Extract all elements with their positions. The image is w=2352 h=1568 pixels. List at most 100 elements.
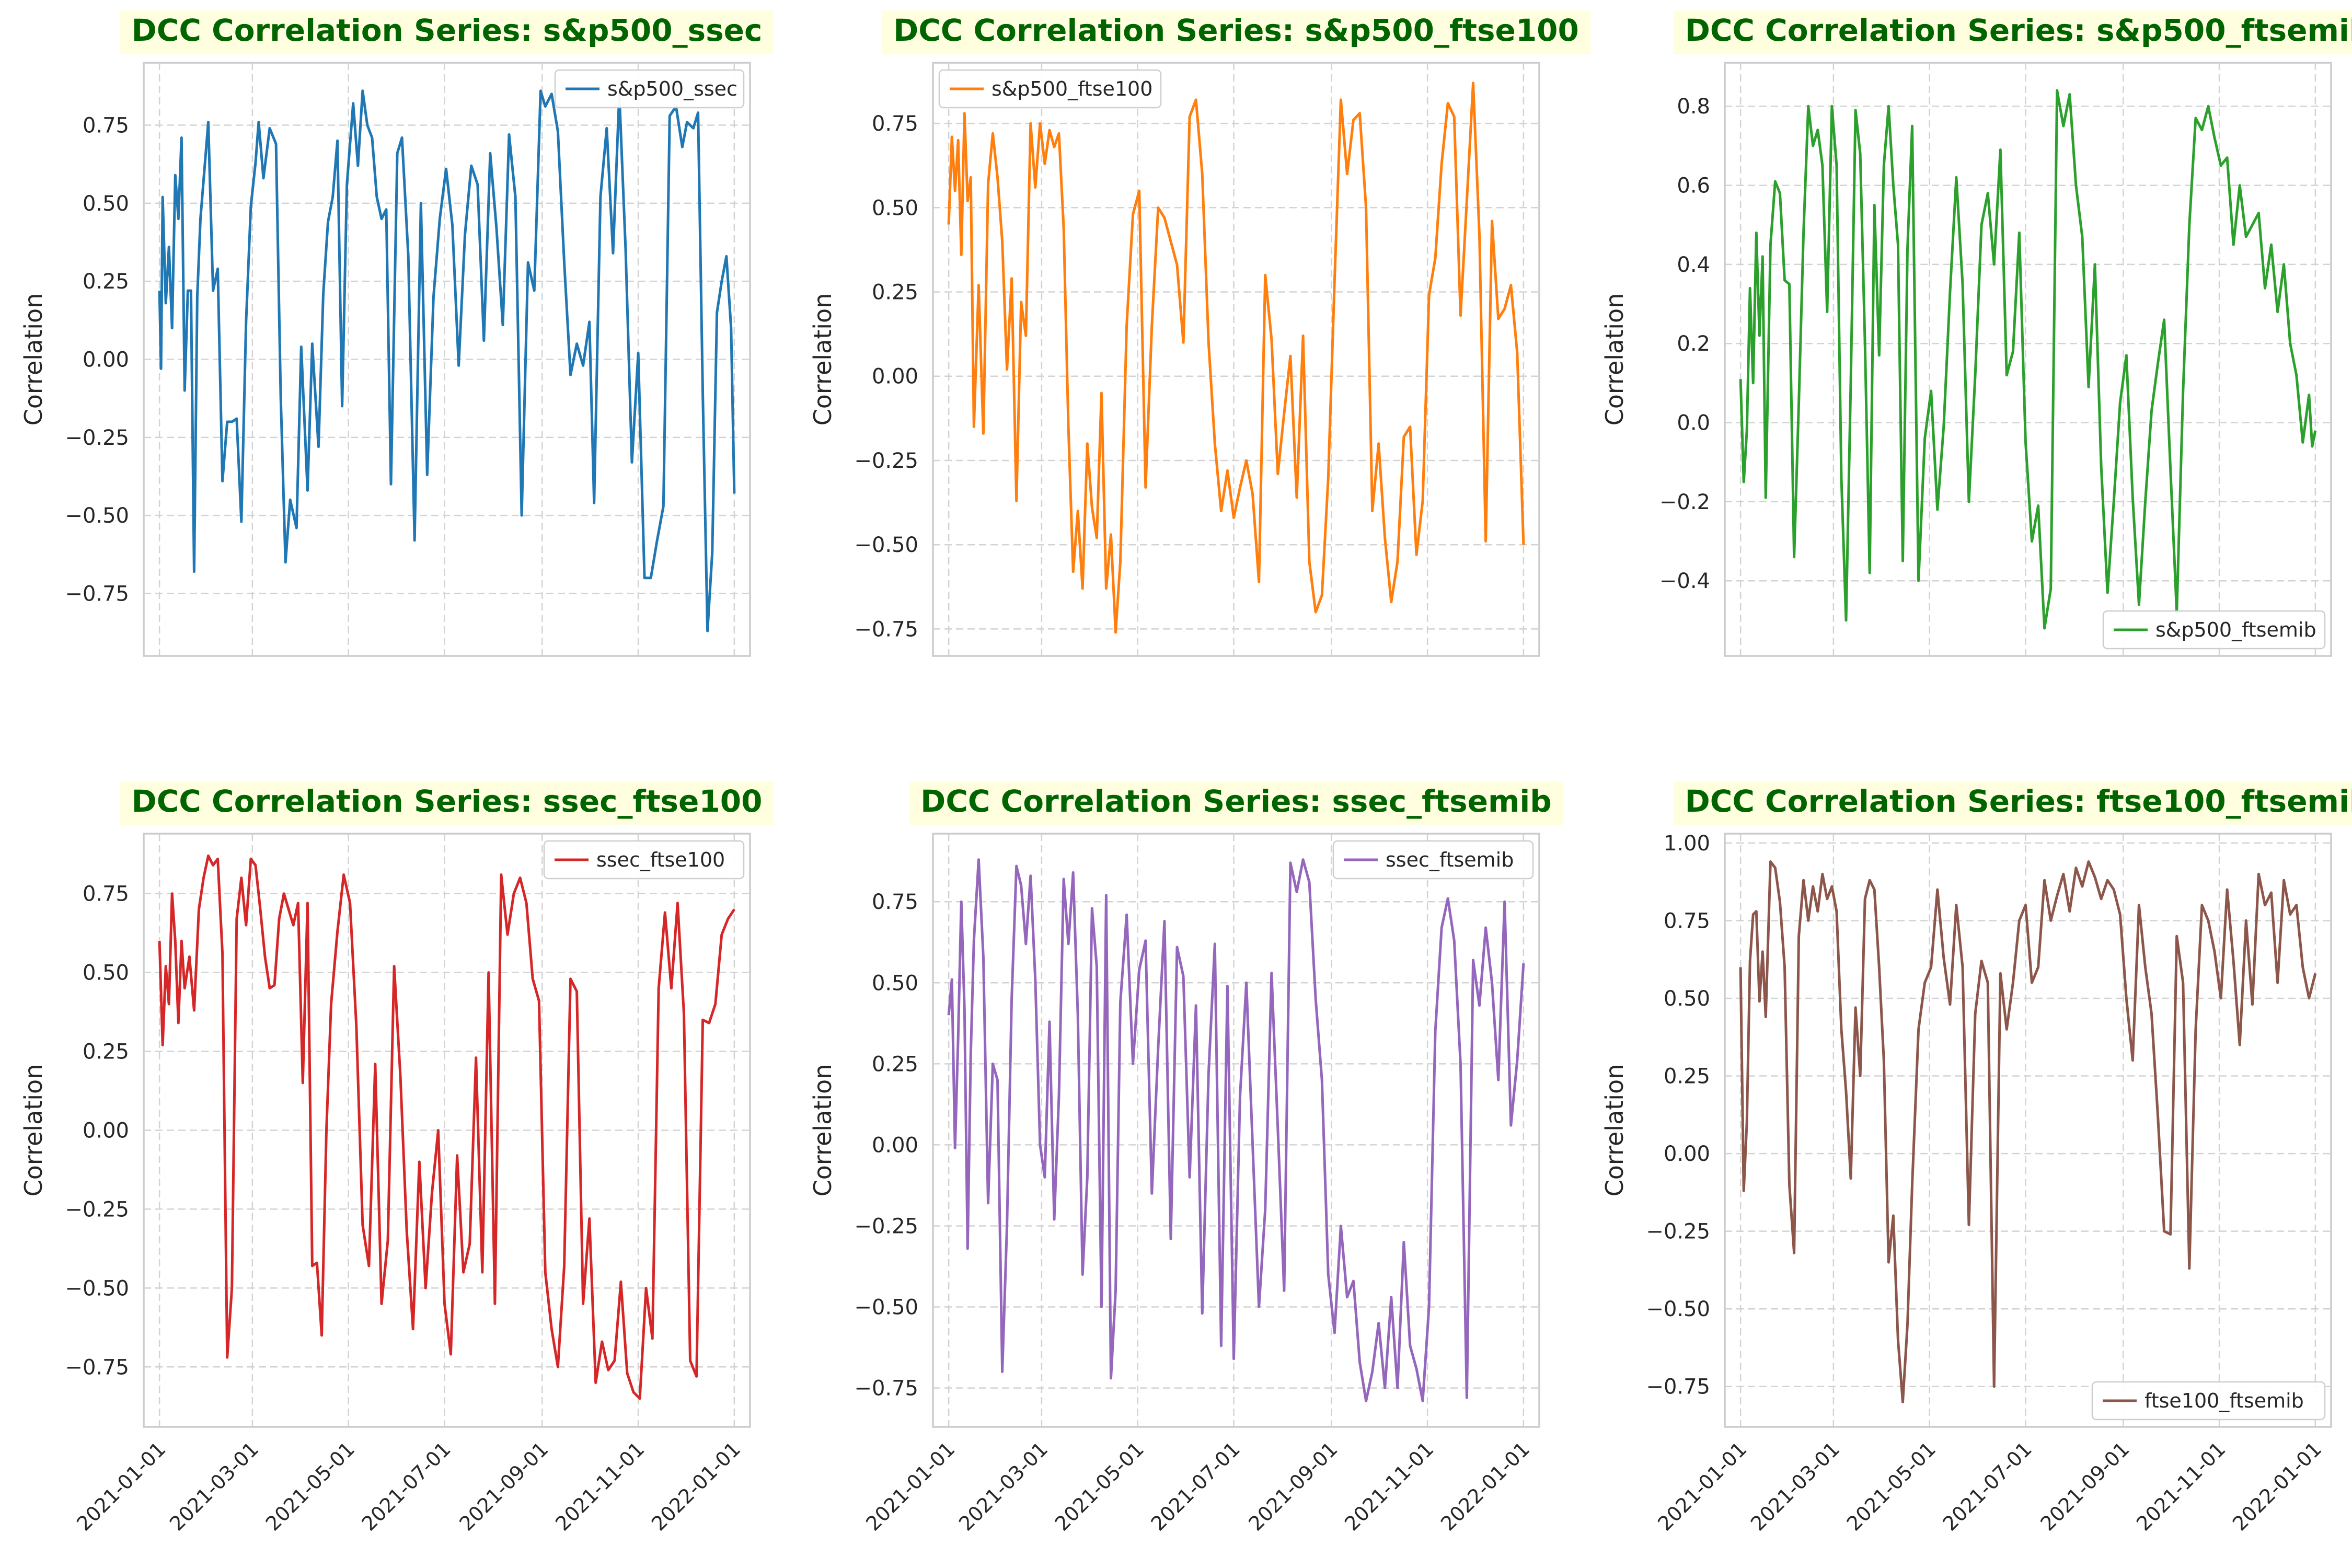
chart-panel-3: −0.4 −0.2 0.0 0.2 0.4 0.6 0.8 Correlation DCC Co… — [1600, 10, 2352, 657]
y-tick-label: 0.75 — [83, 882, 129, 906]
y-tick-label: −0.50 — [1646, 1297, 1710, 1321]
axes-frame — [1724, 62, 2332, 657]
legend-label: s&p500_ssec — [607, 77, 737, 100]
title-text: DCC Correlation Series: s&p500_ftsemib — [1685, 13, 2352, 48]
plot-area — [1725, 63, 2331, 656]
y-tick-label: 0.25 — [1664, 1065, 1710, 1089]
y-tick-label: −0.75 — [854, 617, 918, 641]
series-line — [947, 858, 1525, 1402]
x-tick-label: 2021-03-01 — [165, 1437, 263, 1535]
y-axis-label: Correlation — [1600, 293, 1629, 426]
legend: ftse100_ftsemib — [2091, 1381, 2326, 1421]
x-tick-label: 2021-01-01 — [1653, 1437, 1751, 1535]
axes-frame — [932, 62, 1540, 657]
y-tick-label: 0.00 — [872, 365, 918, 389]
legend: s&p500_ftse100 — [938, 69, 1162, 109]
chart-title: DCC Correlation Series: ftse100_ftsemib — [1673, 781, 2352, 825]
chart-panel-5: −0.75 −0.50 −0.25 0.00 0.25 0.50 0.75 Correlati… — [809, 781, 1563, 1536]
legend: ssec_ftse100 — [543, 840, 745, 880]
y-tick-label: 0.00 — [83, 1119, 129, 1143]
y-tick-label: 0.25 — [83, 1040, 129, 1064]
x-tick-label: 2022-01-01 — [2228, 1437, 2326, 1535]
y-tick-label: −0.2 — [1659, 490, 1710, 514]
chart-title: DCC Correlation Series: s&p500_ftsemib — [1673, 10, 2352, 54]
chart-title: DCC Correlation Series: ssec_ftsemib — [909, 781, 1563, 825]
y-tick-label: 0.00 — [1664, 1142, 1710, 1166]
title-box — [1673, 781, 2352, 825]
title-text: DCC Correlation Series: ssec_ftsemib — [920, 783, 1552, 819]
x-tick-label: 2021-11-01 — [1340, 1437, 1438, 1535]
y-tick-label: −0.50 — [854, 1296, 918, 1320]
x-tick-label: 2021-05-01 — [1051, 1437, 1148, 1535]
chart-title: DCC Correlation Series: ssec_ftse100 — [120, 781, 774, 825]
x-tick-label: 2021-09-01 — [2036, 1437, 2134, 1535]
x-tick-label: 2021-05-01 — [1842, 1437, 1940, 1535]
x-tick-label: 2021-11-01 — [2132, 1437, 2230, 1535]
title-box — [882, 10, 1590, 54]
y-tick-label: 0.00 — [83, 348, 129, 372]
y-tick-label: 0.00 — [872, 1133, 918, 1157]
y-tick-label: 0.8 — [1677, 95, 1710, 119]
title-box — [1673, 10, 2352, 54]
x-tick-label: 2021-07-01 — [1147, 1437, 1244, 1535]
y-tick-label: −0.4 — [1659, 569, 1710, 593]
y-axis-label: Correlation — [1600, 1064, 1629, 1197]
series-line — [158, 854, 735, 1400]
y-tick-label: −0.50 — [65, 1276, 129, 1300]
y-tick-label: −0.25 — [854, 449, 918, 473]
legend-box — [554, 69, 745, 109]
title-box — [909, 781, 1563, 825]
x-tick-label: 2021-09-01 — [455, 1437, 552, 1535]
y-tick-label: 0.50 — [83, 192, 129, 216]
chart-title: DCC Correlation Series: s&p500_ftse100 — [882, 10, 1590, 54]
y-tick-label: −0.25 — [854, 1214, 918, 1238]
x-tick-label: 2021-01-01 — [861, 1437, 959, 1535]
x-tick-label: 2021-11-01 — [551, 1437, 649, 1535]
y-tick-label: −0.75 — [65, 582, 129, 606]
y-tick-label: 0.50 — [872, 196, 918, 220]
y-tick-label: −0.25 — [65, 426, 129, 450]
legend-label: ftse100_ftsemib — [2145, 1389, 2304, 1412]
x-tick-label: 2021-05-01 — [261, 1437, 359, 1535]
legend-box — [2091, 1381, 2326, 1421]
series-line — [1739, 89, 2317, 630]
axes-frame — [143, 833, 751, 1428]
y-tick-label: 0.75 — [872, 890, 918, 914]
legend: s&p500_ftsemib — [2102, 610, 2326, 650]
y-tick-label: 0.50 — [872, 971, 918, 995]
legend-box — [938, 69, 1162, 109]
chart-panel-6: −0.75 −0.50 −0.25 0.00 0.25 0.50 0.75 1.00 Corre… — [1600, 781, 2352, 1536]
title-box — [120, 10, 774, 54]
x-tick-label: 2021-09-01 — [1244, 1437, 1342, 1535]
y-axis-label: Correlation — [19, 1064, 48, 1197]
y-axis-label: Correlation — [809, 293, 837, 426]
x-tick-label: 2021-07-01 — [358, 1437, 455, 1535]
y-tick-label: −0.50 — [65, 504, 129, 528]
x-tick-label: 2021-03-01 — [1746, 1437, 1844, 1535]
y-tick-label: 0.50 — [1664, 987, 1710, 1011]
title-text: DCC Correlation Series: s&p500_ssec — [132, 13, 763, 48]
y-tick-label: 0.75 — [872, 112, 918, 136]
y-tick-label: 0.6 — [1677, 174, 1710, 198]
title-box — [120, 781, 774, 825]
chart-panel-1: −0.75 −0.50 −0.25 0.00 0.25 0.50 0.75 Correlati… — [19, 10, 774, 657]
legend: s&p500_ssec — [554, 69, 745, 109]
chart-title: DCC Correlation Series: s&p500_ssec — [120, 10, 774, 54]
y-tick-label: −0.50 — [854, 533, 918, 557]
y-tick-label: 0.2 — [1677, 332, 1710, 356]
y-tick-label: 0.75 — [83, 113, 129, 137]
y-tick-label: 0.0 — [1677, 411, 1710, 435]
y-tick-label: 0.75 — [1664, 909, 1710, 933]
y-tick-label: 0.50 — [83, 961, 129, 985]
y-tick-label: 1.00 — [1664, 832, 1710, 856]
legend-label: s&p500_ftse100 — [991, 77, 1152, 100]
y-tick-label: 0.4 — [1677, 253, 1710, 277]
y-tick-label: −0.25 — [1646, 1220, 1710, 1244]
legend-box — [543, 840, 745, 880]
plot-area — [933, 63, 1539, 656]
axes-frame — [1724, 833, 2332, 1428]
y-tick-label: 0.25 — [872, 281, 918, 305]
series-line — [947, 82, 1525, 634]
axes-frame — [143, 62, 751, 657]
